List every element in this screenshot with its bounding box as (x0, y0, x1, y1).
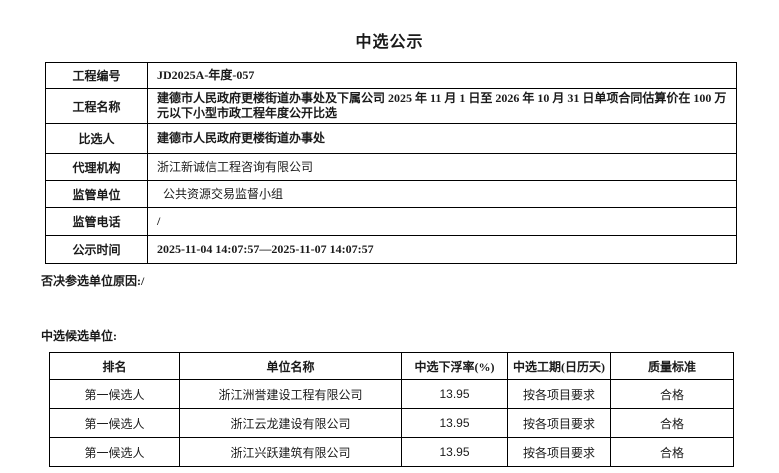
info-value: 建德市人民政府更楼街道办事处 (147, 123, 737, 154)
info-value: 建德市人民政府更楼街道办事处及下属公司 2025 年 11 月 1 日至 202… (147, 88, 737, 124)
rank-cell: 第一候选人 (49, 437, 180, 467)
info-table: 工程编号 JD2025A-年度-057 工程名称 建德市人民政府更楼街道办事处及… (45, 62, 737, 264)
downrate-cell: 13.95 (401, 437, 508, 467)
quality-cell: 合格 (610, 437, 734, 467)
quality-cell: 合格 (610, 379, 734, 409)
info-row-publicity-time: 公示时间 2025-11-04 14:07:57—2025-11-07 14:0… (45, 235, 737, 264)
info-label: 工程名称 (45, 88, 148, 124)
candidates-header-row: 排名 单位名称 中选下浮率(%) 中选工期(日历天) 质量标准 (49, 352, 734, 380)
company-cell: 浙江洲誉建设工程有限公司 (179, 379, 402, 409)
page-title: 中选公示 (355, 34, 424, 51)
downrate-cell: 13.95 (401, 379, 508, 409)
info-label: 监管单位 (45, 180, 148, 208)
company-cell: 浙江兴跃建筑有限公司 (179, 437, 402, 467)
rank-cell: 第一候选人 (49, 379, 180, 409)
downrate-cell: 13.95 (401, 408, 508, 438)
info-row-project-name: 工程名称 建德市人民政府更楼街道办事处及下属公司 2025 年 11 月 1 日… (45, 88, 737, 124)
info-row-selector: 比选人 建德市人民政府更楼街道办事处 (45, 123, 737, 154)
quality-cell: 合格 (610, 408, 734, 438)
info-row-supervision-phone: 监管电话 / (45, 207, 737, 236)
info-label: 比选人 (45, 123, 148, 154)
duration-cell: 按各项目要求 (507, 408, 611, 438)
info-value: 公共资源交易监督小组 (147, 180, 737, 208)
info-label: 工程编号 (45, 62, 148, 89)
info-label: 代理机构 (45, 153, 148, 181)
column-header-duration: 中选工期(日历天) (507, 352, 611, 380)
duration-cell: 按各项目要求 (507, 379, 611, 409)
info-row-supervision-unit: 监管单位 公共资源交易监督小组 (45, 180, 737, 208)
column-header-downrate: 中选下浮率(%) (401, 352, 508, 380)
duration-cell: 按各项目要求 (507, 437, 611, 467)
column-header-rank: 排名 (49, 352, 180, 380)
info-label: 公示时间 (45, 235, 148, 264)
candidates-table: 排名 单位名称 中选下浮率(%) 中选工期(日历天) 质量标准 第一候选人 浙江… (49, 352, 734, 467)
info-row-project-number: 工程编号 JD2025A-年度-057 (45, 62, 737, 89)
info-value: JD2025A-年度-057 (147, 62, 737, 89)
info-label: 监管电话 (45, 207, 148, 236)
candidate-row: 第一候选人 浙江云龙建设有限公司 13.95 按各项目要求 合格 (49, 408, 734, 438)
reject-reason-text: 否决参选单位原因:/ (41, 274, 145, 288)
rank-cell: 第一候选人 (49, 408, 180, 438)
candidates-heading: 中选候选单位: (41, 329, 117, 343)
company-cell: 浙江云龙建设有限公司 (179, 408, 402, 438)
info-value: 浙江新诚信工程咨询有限公司 (147, 153, 737, 181)
column-header-quality: 质量标准 (610, 352, 734, 380)
candidate-row: 第一候选人 浙江兴跃建筑有限公司 13.95 按各项目要求 合格 (49, 437, 734, 467)
column-header-company: 单位名称 (179, 352, 402, 380)
candidate-row: 第一候选人 浙江洲誉建设工程有限公司 13.95 按各项目要求 合格 (49, 379, 734, 409)
info-value: / (147, 207, 737, 236)
info-row-agency: 代理机构 浙江新诚信工程咨询有限公司 (45, 153, 737, 181)
info-value: 2025-11-04 14:07:57—2025-11-07 14:07:57 (147, 235, 737, 264)
